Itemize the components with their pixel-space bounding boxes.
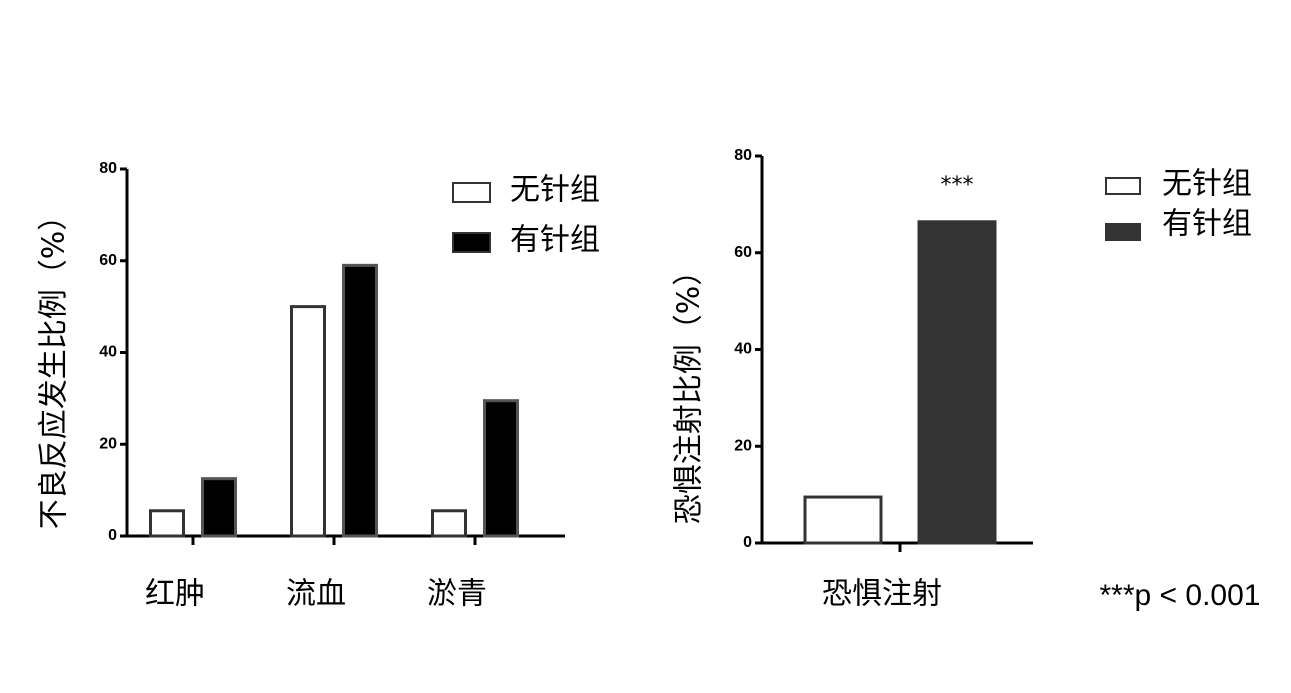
y-axis-title: 恐惧注射比例（%） [672,256,707,525]
legend-swatch [452,232,491,253]
legend-swatch [1105,223,1141,241]
legend-swatch [1105,177,1141,195]
footnote: ***p < 0.001 [1100,579,1261,612]
y-axis-title: 不良反应发生比例（%） [37,201,72,530]
x-tick-label: 红肿 [145,577,205,612]
x-tick-label: 流血 [286,577,346,612]
bar [917,220,997,545]
bar [803,495,883,545]
legend-label: 无针组 [510,173,600,208]
y-tick-label: 0 [108,527,117,544]
significance-annotation: *** [941,173,974,198]
y-tick-label: 80 [99,160,117,177]
y-tick-label: 60 [99,252,117,269]
bar [342,263,378,538]
y-tick-label: 80 [734,147,752,164]
legend-label: 无针组 [1162,167,1252,202]
y-tick-label: 60 [734,244,752,261]
y-tick-label: 40 [99,344,117,361]
y-tick-label: 20 [734,437,752,454]
bar [431,509,467,538]
x-tick-label: 淤青 [427,577,487,612]
legend-label: 有针组 [510,223,600,258]
y-tick-label: 20 [99,435,117,452]
y-tick-label: 0 [743,534,752,551]
x-tick-label: 恐惧注射 [822,577,942,612]
y-tick-label: 40 [734,341,752,358]
legend-label: 有针组 [1162,207,1252,242]
bar [149,509,185,538]
bar [483,399,519,538]
legend-swatch [452,182,491,203]
bar [290,305,326,538]
bar [201,477,237,538]
